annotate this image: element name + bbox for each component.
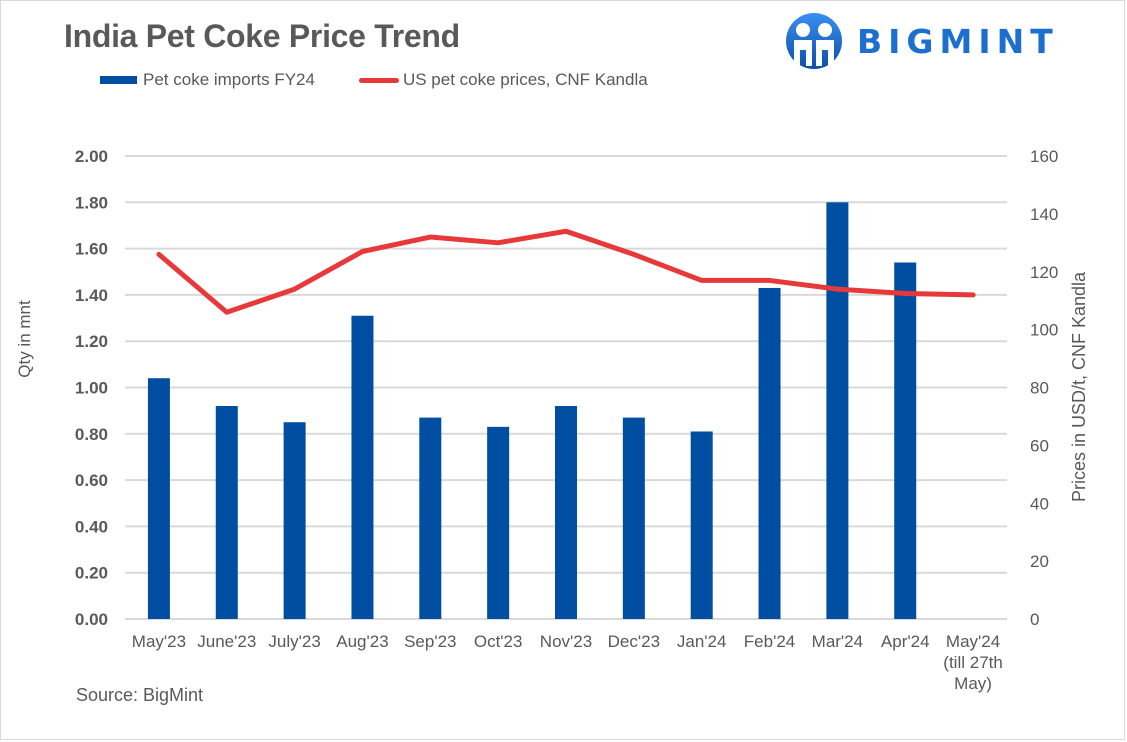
y-axis-label: Qty in mnt [15, 300, 34, 378]
line-series [156, 228, 976, 315]
price-line [156, 228, 976, 315]
y-tick-label: 0.20 [75, 564, 108, 583]
y-tick-label: 1.40 [75, 286, 108, 305]
y2-tick-label: 0 [1030, 610, 1039, 629]
legend-item-imports: Pet coke imports FY24 [100, 70, 315, 90]
y2-tick-label: 100 [1030, 321, 1058, 340]
x-tick-label: Sep'23 [404, 632, 456, 651]
legend-label: US pet coke prices, CNF Kandla [402, 70, 648, 89]
y2-axis-label: Prices in USD/t, CNF Kandla [1069, 271, 1089, 502]
y-tick-label: 1.20 [75, 332, 108, 351]
y2-tick-label: 40 [1030, 494, 1049, 513]
bar [351, 315, 374, 619]
y-tick-label: 0.60 [75, 471, 108, 490]
bar [555, 406, 577, 619]
bar [419, 417, 442, 619]
y2-tick-label: 60 [1030, 436, 1049, 455]
x-tick-label: Nov'23 [540, 632, 592, 651]
right-axis-ticks: 0 20 40 60 80 100 120 140 160 [1030, 147, 1058, 629]
x-tick-label: Oct'23 [474, 632, 523, 651]
x-tick-label: May'23 [132, 632, 186, 651]
bar-series [147, 202, 917, 620]
x-tick-label: Apr'24 [881, 632, 930, 651]
y2-tick-label: 80 [1030, 379, 1049, 398]
y-tick-label: 0.00 [75, 610, 108, 629]
bar [283, 422, 306, 619]
y2-tick-label: 20 [1030, 552, 1049, 571]
source-note: Source: BigMint [76, 685, 204, 705]
bigmint-people-icon [786, 13, 842, 69]
brand-logo: BIGMINT [783, 12, 1059, 70]
y2-tick-label: 160 [1030, 147, 1058, 166]
logo-text: BIGMINT [857, 21, 1059, 61]
bar [758, 287, 781, 619]
y-tick-label: 1.00 [75, 379, 108, 398]
bar [894, 262, 917, 619]
y2-tick-label: 140 [1030, 205, 1058, 224]
legend-swatch-bar [100, 76, 137, 84]
y-tick-label: 2.00 [75, 147, 108, 166]
chart-legend: Pet coke imports FY24 US pet coke prices… [100, 70, 692, 90]
legend-swatch-line [358, 77, 399, 83]
y-tick-label: 1.80 [75, 193, 108, 212]
y-tick-label: 0.40 [75, 517, 108, 536]
y-tick-label: 1.60 [75, 240, 108, 259]
x-tick-label: June'23 [197, 632, 256, 651]
x-axis-ticks: May'23 June'23 July'23 Aug'23 Sep'23 Oct'23 No… [132, 632, 1003, 693]
x-tick-label: Mar'24 [812, 632, 863, 651]
x-tick-label: July'23 [268, 632, 320, 651]
legend-label: Pet coke imports FY24 [143, 70, 315, 89]
y2-tick-label: 120 [1030, 263, 1058, 282]
y-tick-label: 0.80 [75, 425, 108, 444]
x-tick-label: Aug'23 [336, 632, 388, 651]
x-tick-label: Dec'23 [608, 632, 660, 651]
bar [622, 417, 645, 619]
bar [487, 426, 510, 619]
bar [215, 406, 238, 619]
x-tick-label: Jan'24 [677, 632, 727, 651]
x-tick-label: May'24 (till 27th May) [943, 632, 1003, 693]
bar [690, 431, 713, 619]
x-tick-label: Feb'24 [744, 632, 795, 651]
bar [147, 378, 170, 619]
left-axis-ticks: 0.00 0.20 0.40 0.60 0.80 1.00 1.20 1.40 1.60 1.80… [75, 147, 108, 629]
legend-item-prices: US pet coke prices, CNF Kandla [358, 70, 648, 90]
bar [826, 202, 849, 620]
chart-title: India Pet Coke Price Trend [64, 18, 460, 54]
